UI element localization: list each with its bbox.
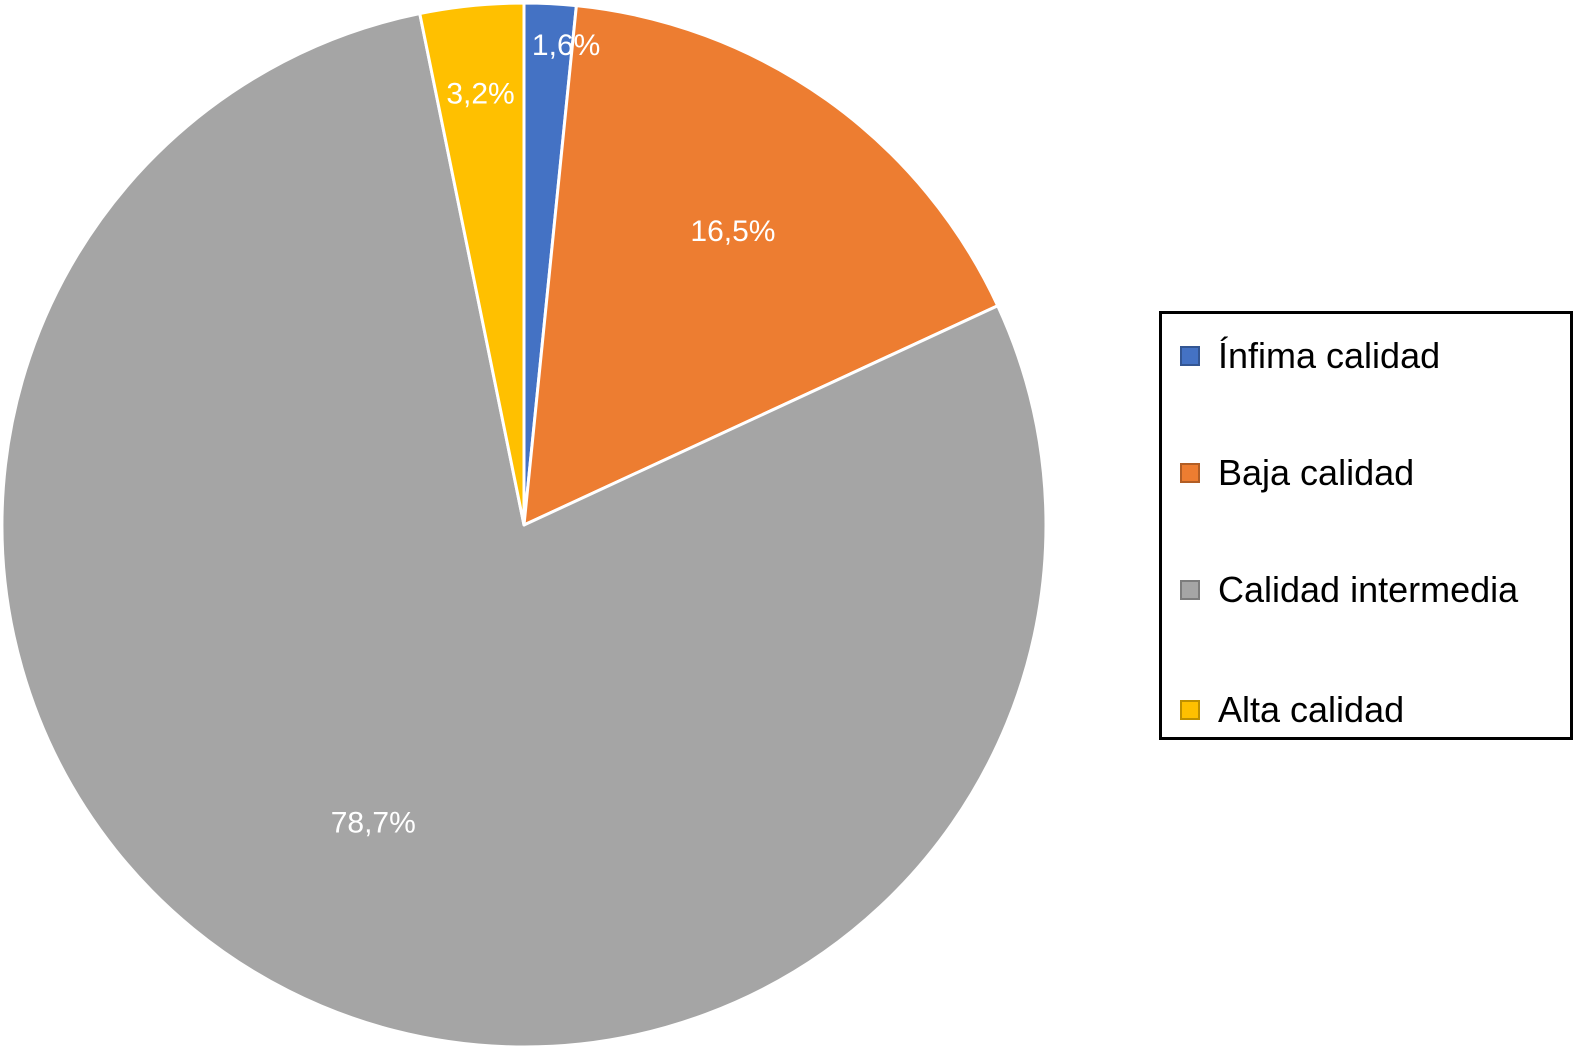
legend: Ínfima calidad Baja calidad Calidad inte… [1159,311,1573,740]
data-label-baja: 16,5% [690,215,775,248]
data-label-infima: 1,6% [532,29,600,62]
legend-item-infima: Ínfima calidad [1180,335,1441,376]
legend-item-intermedia: Calidad intermedia [1180,569,1519,610]
legend-label-alta: Alta calidad [1218,689,1405,730]
legend-label-baja: Baja calidad [1218,452,1415,493]
pie-slices [0,1,1048,1049]
data-label-alta: 3,2% [446,77,514,110]
pie-slice-intermedia [0,12,1048,1049]
legend-item-baja: Baja calidad [1180,452,1415,493]
pie-data-labels: 1,6% 16,5% 78,7% 3,2% [331,29,776,840]
legend-swatch-baja [1180,463,1200,483]
legend-item-alta: Alta calidad [1180,689,1405,730]
pie-slice-alta [418,1,526,527]
data-label-intermedia: 78,7% [331,807,416,840]
legend-swatch-intermedia [1180,580,1200,600]
legend-label-intermedia: Calidad intermedia [1218,569,1519,610]
legend-swatch-alta [1180,700,1200,720]
legend-label-infima: Ínfima calidad [1218,335,1441,376]
legend-swatch-infima [1180,346,1200,366]
pie-slice-baja [522,4,1000,527]
